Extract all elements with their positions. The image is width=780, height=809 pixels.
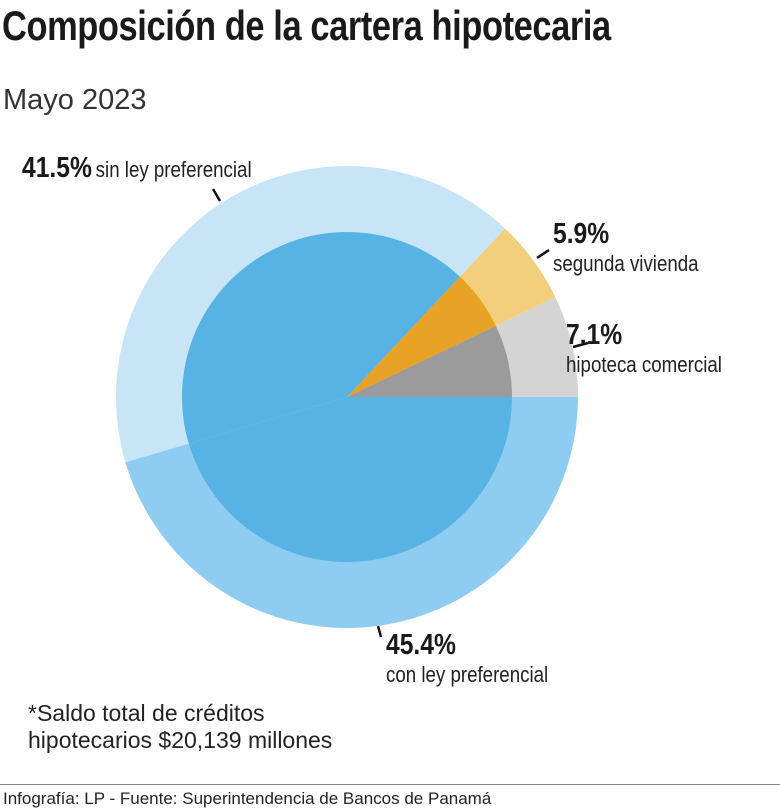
- chart-subtitle: Mayo 2023: [3, 84, 147, 116]
- pie-slice-inner-segunda-vivienda: [347, 276, 496, 397]
- leader-line-con-ley: [376, 625, 383, 638]
- slice-category: con ley preferencial: [386, 662, 549, 687]
- slice-label-segunda: 5.9% segunda vivienda: [553, 218, 699, 277]
- pie-slice-inner-con-ley-preferencial: [188, 397, 512, 562]
- slice-pct: 41.5%: [22, 152, 92, 184]
- leader-line-comercial: [572, 341, 589, 349]
- footnote-line-2: hipotecarios $20,139 millones: [28, 727, 333, 753]
- slice-label-con-ley: 45.4% con ley preferencial: [386, 629, 548, 688]
- slice-category: hipoteca comercial: [566, 352, 722, 377]
- slice-label-comercial: 7.1% hipoteca comercial: [566, 319, 722, 378]
- chart-title: Composición de la cartera hipotecaria: [2, 2, 611, 49]
- pie-slice-inner-hipoteca-comercial: [347, 325, 512, 397]
- source-credit: Infografía: LP - Fuente: Superintendenci…: [3, 789, 492, 808]
- slice-label-sin-ley: 41.5% sin ley preferencial: [22, 152, 252, 185]
- slice-category: sin ley preferencial: [95, 157, 252, 182]
- footnote: *Saldo total de créditos hipotecarios $2…: [28, 700, 332, 754]
- leader-line-sin-ley: [211, 188, 222, 202]
- pie-slice-inner-sin-ley-preferencial: [182, 231, 460, 444]
- slice-category: segunda vivienda: [553, 251, 699, 276]
- divider: [0, 784, 780, 785]
- leader-line-segunda: [536, 248, 550, 260]
- slice-pct: 45.4%: [386, 629, 456, 661]
- slice-pct: 5.9%: [553, 218, 610, 250]
- slice-pct: 7.1%: [566, 319, 623, 351]
- footnote-line-1: *Saldo total de créditos: [28, 700, 265, 726]
